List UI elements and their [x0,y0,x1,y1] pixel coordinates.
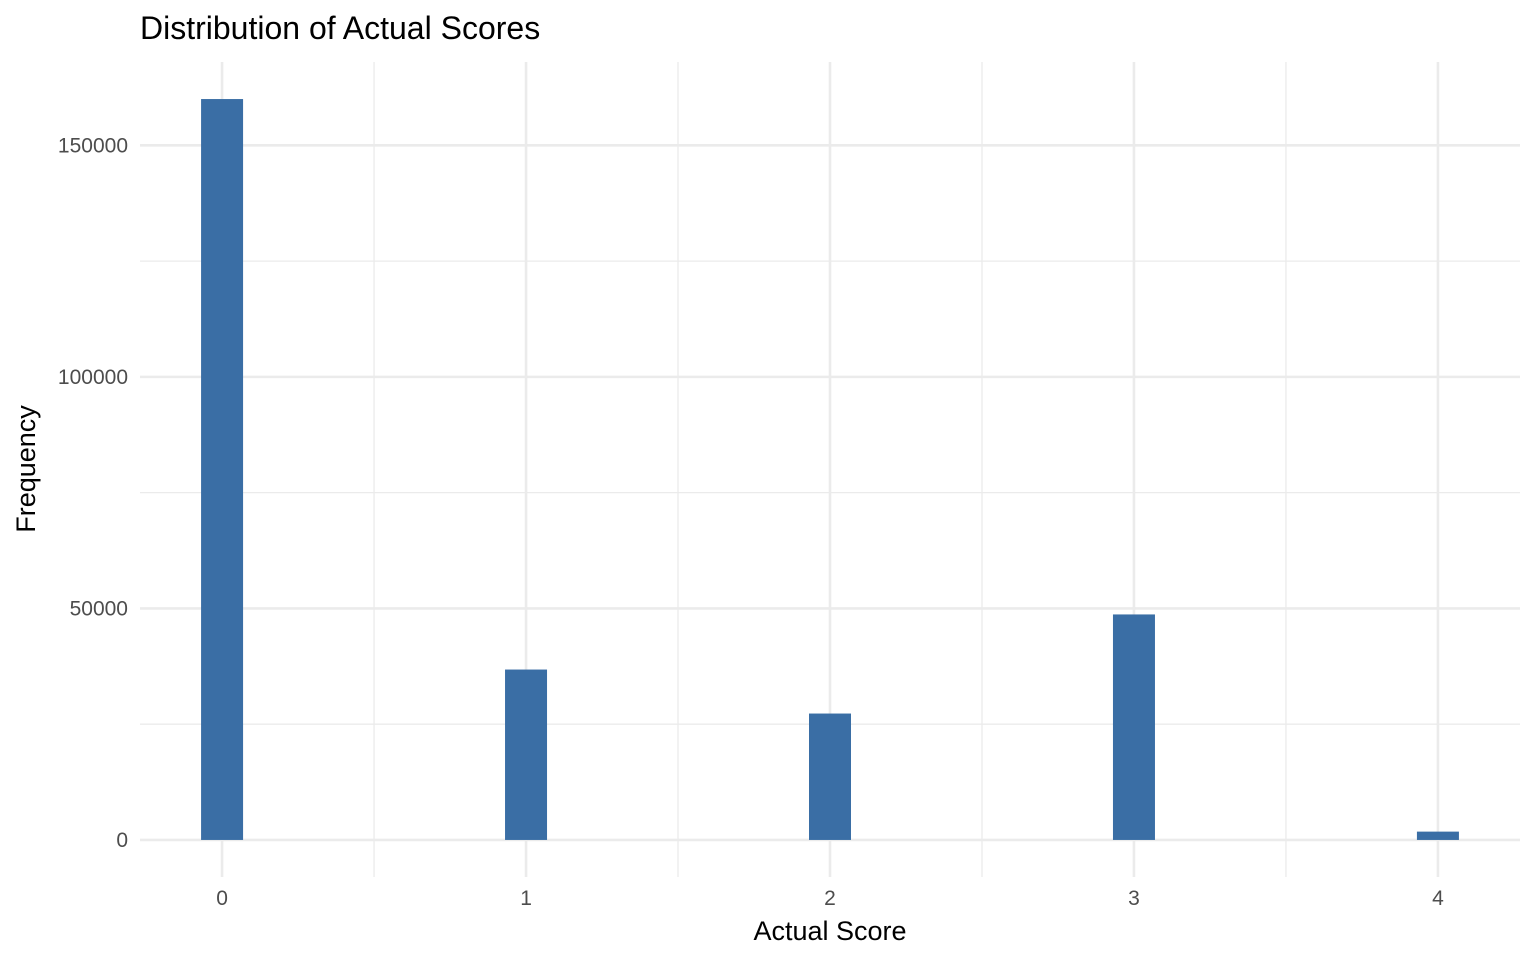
x-tick-label: 0 [216,887,228,910]
x-tick-label: 1 [520,887,532,910]
x-tick-label: 3 [1128,887,1140,910]
x-tick-label: 2 [824,887,836,910]
histogram-bar [201,99,244,840]
chart-title: Distribution of Actual Scores [140,10,540,46]
y-tick-label: 50000 [70,597,128,620]
y-tick-label: 150000 [58,134,128,157]
x-axis-title: Actual Score [753,916,906,946]
y-tick-labels: 0 50000 100000 150000 [58,134,128,852]
histogram-bar [809,713,851,840]
y-tick-label: 100000 [58,366,128,389]
histogram-bar [1112,614,1155,840]
x-tick-label: 4 [1432,887,1444,910]
y-tick-label: 0 [116,829,128,852]
histogram-bar [505,669,548,840]
x-tick-labels: 0 1 2 3 4 [216,887,1444,910]
bars [201,99,1459,840]
histogram-bar [1416,831,1459,840]
y-axis-title: Frequency [11,405,41,533]
